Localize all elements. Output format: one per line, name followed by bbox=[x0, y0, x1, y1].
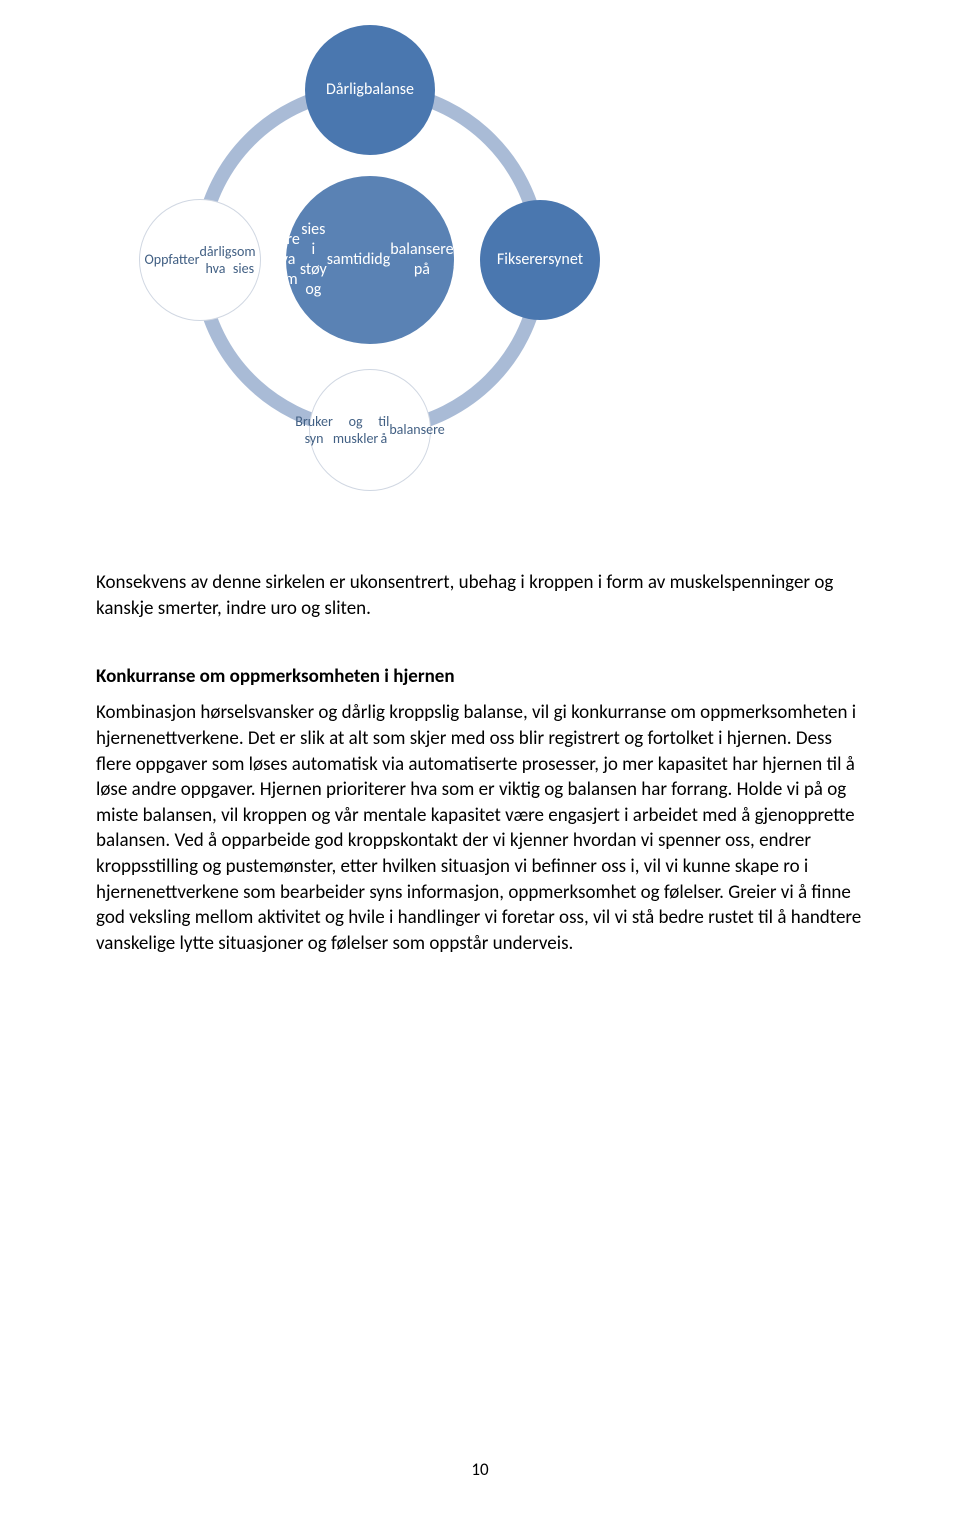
diagram-node: Fikserersynet bbox=[480, 200, 600, 320]
diagram-node: Dårligbalanse bbox=[305, 25, 435, 155]
diagram-node: Bruker synog musklertil åbalansere bbox=[310, 370, 430, 490]
section-heading: Konkurranse om oppmerksomheten i hjernen bbox=[96, 665, 864, 688]
page-number: 10 bbox=[0, 1459, 960, 1480]
diagram-node: Høre hva somsies i støy ogsamtididgbalan… bbox=[286, 176, 454, 344]
diagram-node: Oppfatterdårlig hvasom sies bbox=[140, 200, 260, 320]
paragraph-main: Kombinasjon hørselsvansker og dårlig kro… bbox=[96, 700, 864, 956]
paragraph-intro: Konsekvens av denne sirkelen er ukonsent… bbox=[96, 570, 864, 621]
document-body: Konsekvens av denne sirkelen er ukonsent… bbox=[0, 570, 960, 957]
cycle-diagram: Høre hva somsies i støy ogsamtididgbalan… bbox=[110, 0, 630, 530]
